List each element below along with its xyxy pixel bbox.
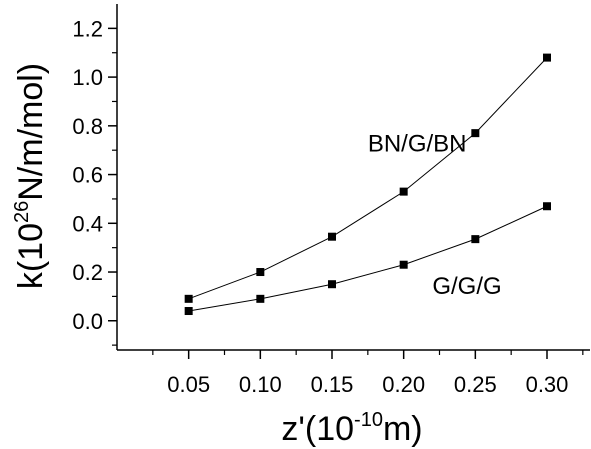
y-tick-label: 0.4 xyxy=(72,211,103,236)
data-point xyxy=(328,232,336,241)
x-tick-label: 0.30 xyxy=(526,372,569,397)
data-point xyxy=(471,235,480,244)
y-ticks: 0.0 0.2 0.4 0.6 0.8 1.0 1.2 xyxy=(72,16,117,346)
y-tick-label: 1.2 xyxy=(72,16,103,41)
data-point xyxy=(399,260,408,269)
y-tick-label: 0.2 xyxy=(72,260,103,285)
x-tick-label: 0.25 xyxy=(454,372,497,397)
data-point xyxy=(328,280,336,289)
data-point xyxy=(184,294,193,303)
data-point xyxy=(471,129,480,138)
x-ticks: 0.05 0.10 0.15 0.20 0.25 0.30 xyxy=(152,350,584,397)
x-axis: 0.05 0.10 0.15 0.20 0.25 0.30 z'(10-10m) xyxy=(117,349,590,448)
data-point xyxy=(543,202,551,211)
data-point xyxy=(543,53,551,62)
series-label: BN/G/BN xyxy=(368,130,467,157)
y-tick-label: 0.0 xyxy=(72,309,103,334)
plot-area: BN/G/BN G/G/G xyxy=(184,53,551,316)
x-tick-label: 0.15 xyxy=(311,372,354,397)
data-point xyxy=(399,187,408,196)
series-label: G/G/G xyxy=(432,273,501,300)
series-line xyxy=(188,205,548,312)
series-line xyxy=(188,57,548,300)
y-axis-title: k(1026N/m/mol) xyxy=(11,63,50,289)
x-tick-label: 0.10 xyxy=(239,372,282,397)
x-axis-title: z'(10-10m) xyxy=(281,409,422,448)
y-tick-label: 0.6 xyxy=(72,163,103,188)
y-axis: 0.0 0.2 0.4 0.6 0.8 1.0 1.2 k(1026N/m/mol) xyxy=(11,4,118,350)
x-tick-label: 0.05 xyxy=(167,372,210,397)
data-point xyxy=(184,307,193,316)
data-point xyxy=(256,268,265,277)
y-tick-label: 1.0 xyxy=(72,65,103,90)
y-tick-label: 0.8 xyxy=(72,114,103,139)
series-0: BN/G/BN xyxy=(184,53,551,303)
data-point xyxy=(256,294,265,303)
series-1: G/G/G xyxy=(184,202,551,316)
x-tick-label: 0.20 xyxy=(382,372,425,397)
